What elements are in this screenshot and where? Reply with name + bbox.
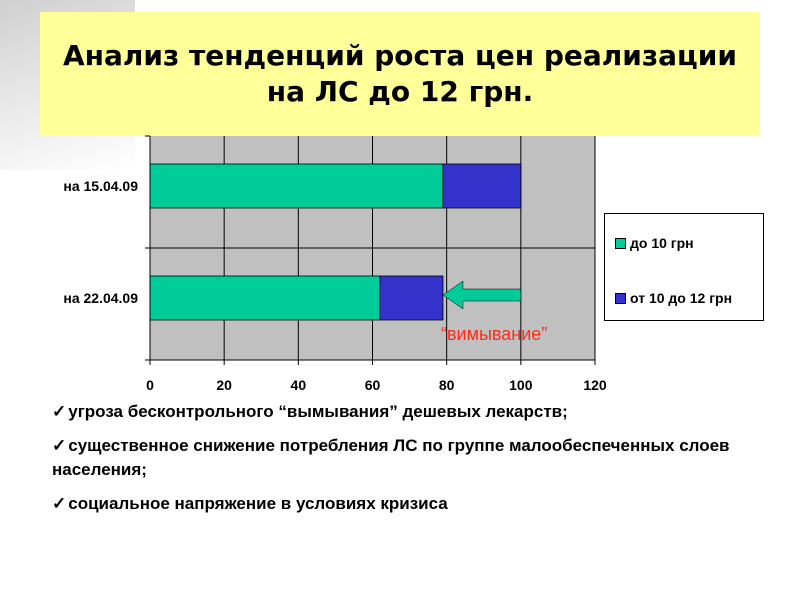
bullet-item: ✓ угроза бесконтрольного “вымывания” деше… — [52, 400, 752, 424]
page-title: Анализ тенденций роста цен реализации на… — [62, 39, 738, 108]
bar-segment — [149, 275, 381, 321]
y-tick-label: на 15.04.09 — [63, 178, 138, 194]
legend-swatch-series-2 — [615, 292, 626, 304]
x-tick-label: 40 — [291, 377, 307, 393]
legend-label-series-2: от 10 до 12 грн — [630, 290, 733, 306]
legend-item-series-1: до 10 грн — [615, 235, 694, 251]
chart-legend: до 10 грн от 10 до 12 грн — [604, 213, 764, 321]
bullet-text: существенное снижение потребления ЛС по … — [52, 436, 730, 479]
legend-item-series-2: от 10 до 12 грн — [615, 290, 732, 306]
y-tick-label: на 22.04.09 — [63, 290, 138, 306]
x-tick-label: 120 — [583, 377, 607, 393]
bar-segment — [379, 275, 444, 321]
bullet-text: социальное напряжение в условиях кризиса — [68, 494, 448, 513]
bullet-item: ✓ социальное напряжение в условиях кризис… — [52, 492, 752, 516]
checkmark-icon: ✓ — [52, 436, 67, 455]
legend-label-series-1: до 10 грн — [630, 235, 694, 251]
x-tick-label: 0 — [146, 377, 154, 393]
x-tick-label: 20 — [216, 377, 232, 393]
x-tick-label: 60 — [365, 377, 381, 393]
annotation-label: “вимывание” — [441, 324, 548, 344]
legend-swatch-series-1 — [615, 237, 626, 249]
x-tick-label: 100 — [509, 377, 533, 393]
bullet-list: ✓ угроза бесконтрольного “вымывания” деше… — [52, 400, 752, 526]
title-banner: Анализ тенденций роста цен реализации на… — [40, 12, 760, 136]
bar-segment — [442, 163, 522, 209]
checkmark-icon: ✓ — [52, 494, 67, 513]
bullet-item: ✓ существенное снижение потребления ЛС по… — [52, 434, 752, 482]
left-arrow-icon — [442, 280, 522, 310]
checkmark-icon: ✓ — [52, 402, 67, 421]
x-tick-label: 80 — [439, 377, 455, 393]
bar-segment — [149, 163, 444, 209]
bullet-text: угроза бесконтрольного “вымывания” дешев… — [68, 402, 568, 421]
